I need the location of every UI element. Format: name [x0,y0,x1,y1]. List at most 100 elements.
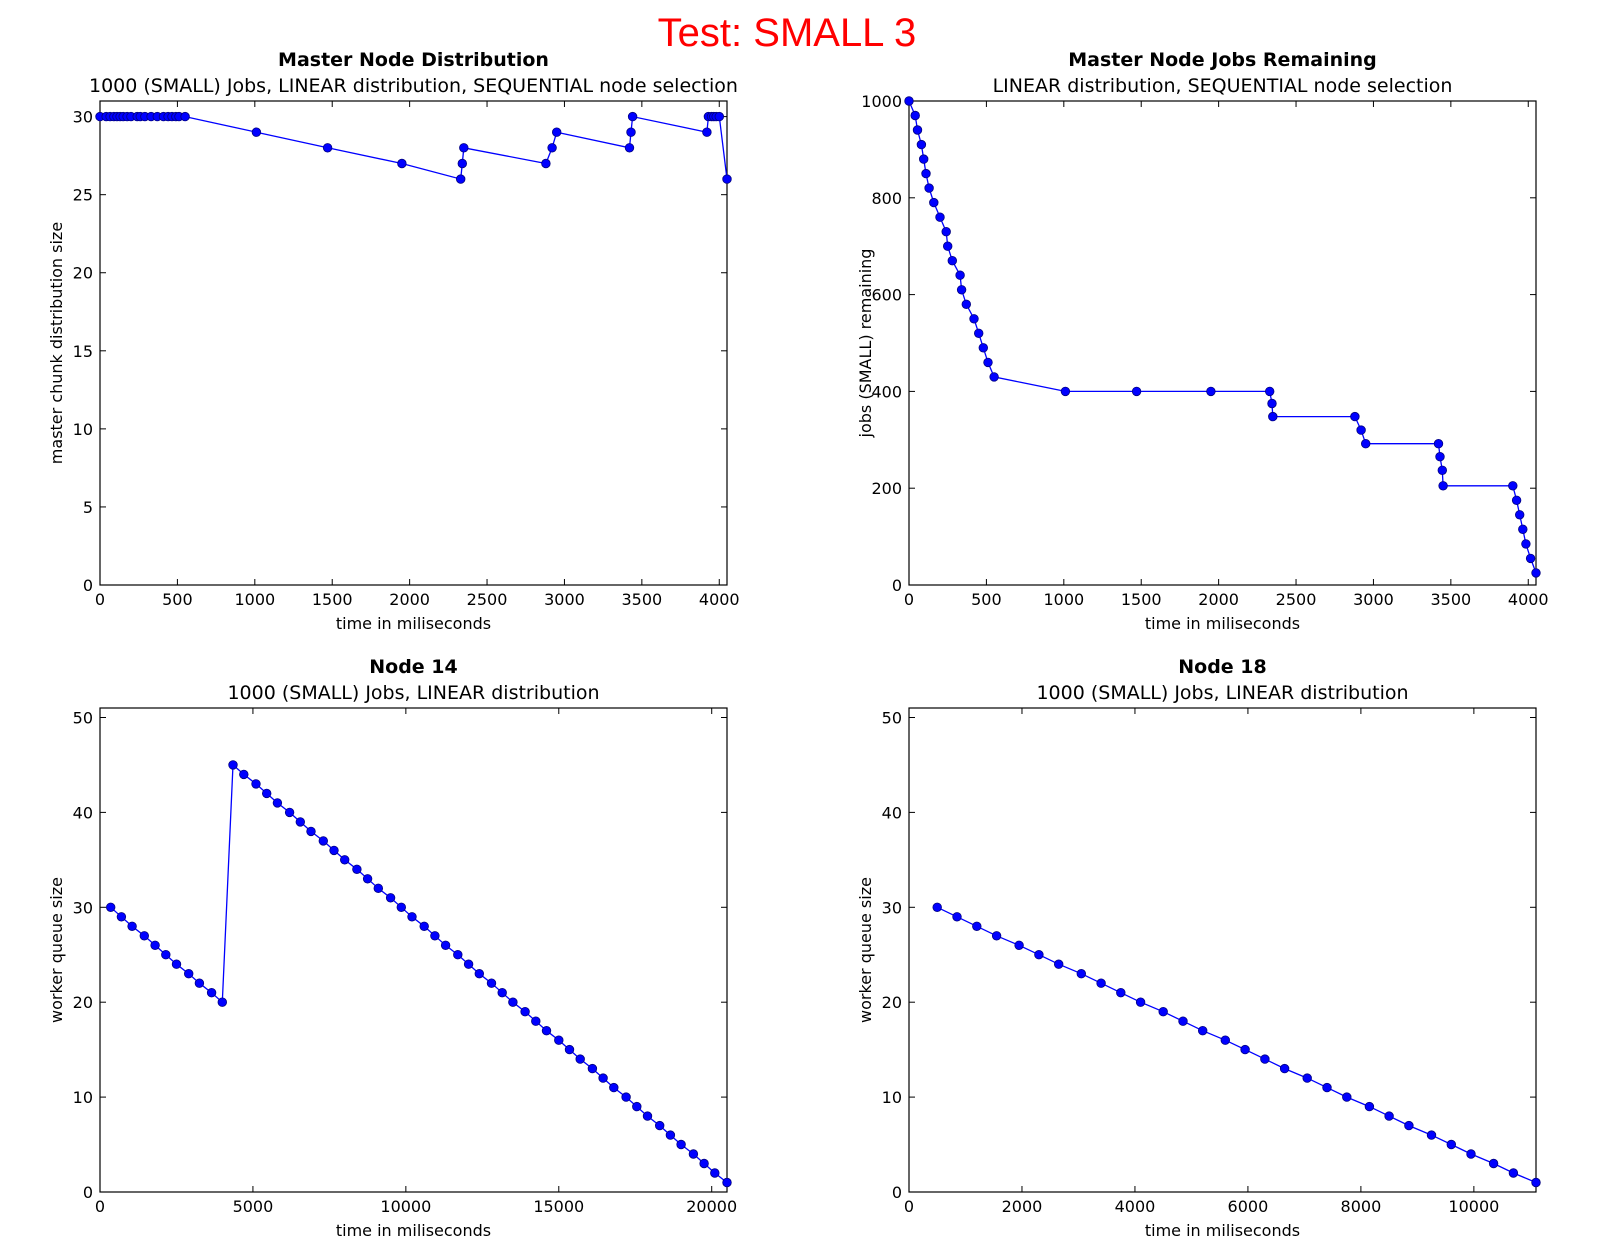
data-point [1384,1111,1394,1121]
data-point [642,1111,653,1121]
data-point [531,1016,541,1026]
x-tick-label: 20000 [686,1197,737,1216]
data-point [1518,524,1528,535]
data-point [1531,568,1541,578]
data-point [626,127,636,137]
data-point [969,314,979,324]
data-point [228,760,238,770]
data-point [1508,1168,1519,1178]
data-point [1302,1073,1312,1083]
y-tick-label: 25 [73,186,93,205]
data-point [1356,425,1366,435]
data-point [180,111,190,122]
data-point [941,226,951,237]
chart-subtitle: 1000 (SMALL) Jobs, LINEAR distribution, … [89,75,738,97]
data-point [419,921,429,932]
data-point [1264,386,1275,397]
data-point [171,959,182,969]
data-point [1220,1035,1231,1045]
data-point [1438,481,1448,491]
x-tick-label: 500 [162,590,193,609]
x-tick-label: 3000 [1353,590,1394,609]
data-point [983,357,993,368]
data-point [251,127,262,137]
data-point [457,158,468,169]
y-tick-label: 5 [83,498,93,517]
data-point [961,299,972,310]
data-point [1360,439,1371,449]
series-line [110,763,728,1184]
data-point [947,256,958,266]
data-point [1466,1149,1476,1159]
data-point [272,798,283,808]
x-tick-label: 2000 [389,590,430,609]
data-point [1435,452,1445,462]
data-point [1116,988,1126,998]
y-tick-label: 10 [73,1088,93,1107]
data-point [699,1158,709,1169]
data-point [430,931,440,941]
data-point [714,111,725,122]
data-point [710,1168,720,1178]
data-point [587,1063,598,1074]
data-point [105,902,116,913]
data-point [1206,386,1216,397]
data-point [194,978,205,988]
data-point [974,328,984,339]
data-point [956,285,967,295]
plot-frame [908,707,1537,1193]
data-point [497,988,507,998]
y-tick-label: 40 [882,803,902,822]
charts-grid: Master Node Distribution 1000 (SMALL) Job… [47,49,1549,1240]
x-tick-label: 4000 [699,590,740,609]
data-point [655,1120,665,1131]
data-point [564,1044,575,1055]
data-point [541,158,551,169]
x-tick-label: 4000 [1508,590,1549,609]
data-point [702,127,712,137]
data-point [1131,386,1142,397]
data-point [955,270,965,280]
y-axis-label: worker queue size [856,877,875,1023]
data-point [284,807,295,818]
chart-subtitle: LINEAR distribution, SEQUENTIAL node sel… [993,75,1453,97]
data-point [722,1177,732,1188]
y-tick-label: 50 [73,708,93,727]
chart-2: Master Node Jobs Remaining LINEAR distrib… [856,49,1549,633]
data-point [1322,1082,1332,1093]
y-tick-label: 10 [73,420,93,439]
y-tick-label: 40 [73,803,93,822]
data-point [1511,495,1522,506]
data-point [621,1092,631,1102]
data-point [624,143,635,153]
x-axis-label: time in miliseconds [1145,614,1300,633]
data-point [262,788,272,799]
data-point [541,1025,552,1036]
plot-frame [99,100,728,586]
x-tick-label: 1500 [312,590,353,609]
data-point [251,779,261,789]
y-tick-label: 200 [871,479,902,498]
x-tick-label: 3500 [621,590,662,609]
data-point [362,874,373,884]
x-tick-label: 3500 [1430,590,1471,609]
chart-subtitle: 1000 (SMALL) Jobs, LINEAR distribution [227,682,599,704]
data-point [1076,969,1087,979]
data-point [910,110,920,121]
data-point [904,96,914,106]
x-tick-label: 5000 [233,1197,274,1216]
data-point [453,950,463,960]
data-point [456,174,466,184]
data-point [474,969,485,979]
data-point [322,143,333,153]
chart-1: Master Node Distribution 1000 (SMALL) Job… [47,49,740,633]
data-point [1437,465,1448,476]
y-tick-label: 0 [892,1183,902,1202]
data-point [1531,1177,1541,1188]
chart-subtitle: 1000 (SMALL) Jobs, LINEAR distribution [1036,682,1408,704]
data-point [676,1139,686,1150]
data-point [1508,481,1518,491]
x-tick-label: 15000 [533,1197,584,1216]
data-point [397,158,407,169]
